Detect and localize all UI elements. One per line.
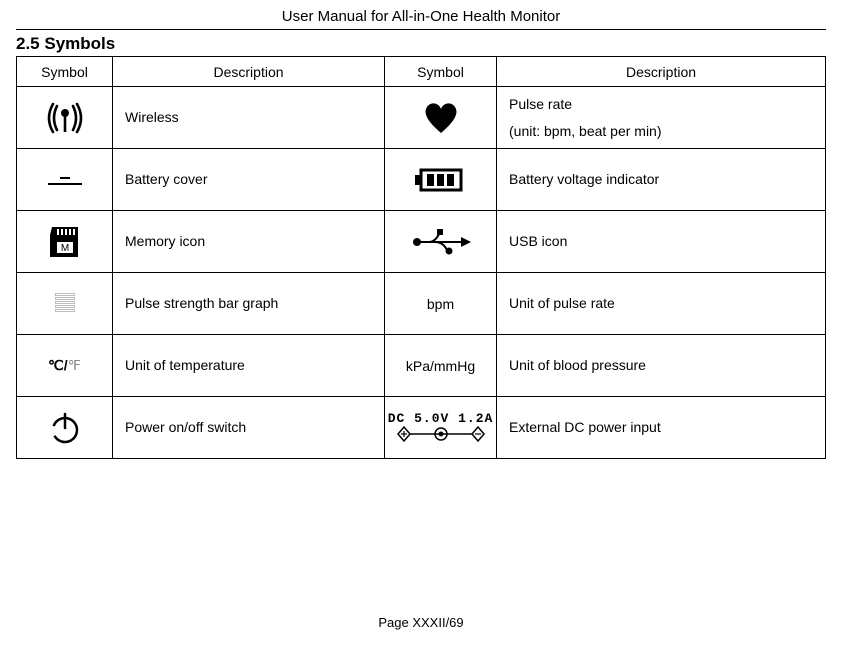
heart-icon	[385, 87, 497, 149]
table-row: Power on/off switch DC 5.0V 1.2A	[17, 397, 826, 459]
bpm-description: Unit of pulse rate	[497, 273, 826, 335]
power-description: Power on/off switch	[113, 397, 385, 459]
bpm-label: bpm	[385, 273, 497, 335]
dc-input-icon: DC 5.0V 1.2A	[385, 397, 497, 459]
pressure-unit-label: kPa/mmHg	[385, 335, 497, 397]
battery-indicator-icon	[385, 149, 497, 211]
dc-input-description: External DC power input	[497, 397, 826, 459]
table-header-row: Symbol Description Symbol Description	[17, 57, 826, 87]
document-title: User Manual for All-in-One Health Monito…	[16, 8, 826, 30]
memory-description: Memory icon	[113, 211, 385, 273]
pulse-rate-line2: (unit: bpm, beat per min)	[509, 118, 813, 145]
usb-description: USB icon	[497, 211, 826, 273]
memory-icon: M	[17, 211, 113, 273]
page-footer: Page XXXII/69	[0, 615, 842, 630]
pressure-unit-description: Unit of blood pressure	[497, 335, 826, 397]
usb-icon	[385, 211, 497, 273]
pulse-strength-description: Pulse strength bar graph	[113, 273, 385, 335]
symbols-table: Symbol Description Symbol Description	[16, 56, 826, 459]
table-row: M Memory icon	[17, 211, 826, 273]
pulse-strength-icon	[17, 273, 113, 335]
pulse-rate-description: Pulse rate (unit: bpm, beat per min)	[497, 87, 826, 149]
svg-text:M: M	[60, 243, 68, 254]
dc-voltage-text: DC 5.0V 1.2A	[388, 412, 494, 425]
header-symbol-2: Symbol	[385, 57, 497, 87]
section-heading: 2.5 Symbols	[16, 34, 826, 54]
battery-indicator-description: Battery voltage indicator	[497, 149, 826, 211]
header-description-2: Description	[497, 57, 826, 87]
wireless-icon	[17, 87, 113, 149]
table-row: ℃/℉ Unit of temperature kPa/mmHg Unit of…	[17, 335, 826, 397]
battery-cover-icon	[17, 149, 113, 211]
table-row: Battery cover Battery voltage indicator	[17, 149, 826, 211]
temperature-unit-description: Unit of temperature	[113, 335, 385, 397]
power-icon	[17, 397, 113, 459]
battery-cover-description: Battery cover	[113, 149, 385, 211]
page: User Manual for All-in-One Health Monito…	[0, 0, 842, 459]
pulse-rate-line1: Pulse rate	[509, 91, 813, 118]
header-symbol-1: Symbol	[17, 57, 113, 87]
table-row: Pulse strength bar graph bpm Unit of pul…	[17, 273, 826, 335]
table-row: Wireless Pulse rate (unit: bpm, beat per…	[17, 87, 826, 149]
header-description-1: Description	[113, 57, 385, 87]
temperature-unit-label: ℃/℉	[17, 335, 113, 397]
wireless-description: Wireless	[113, 87, 385, 149]
